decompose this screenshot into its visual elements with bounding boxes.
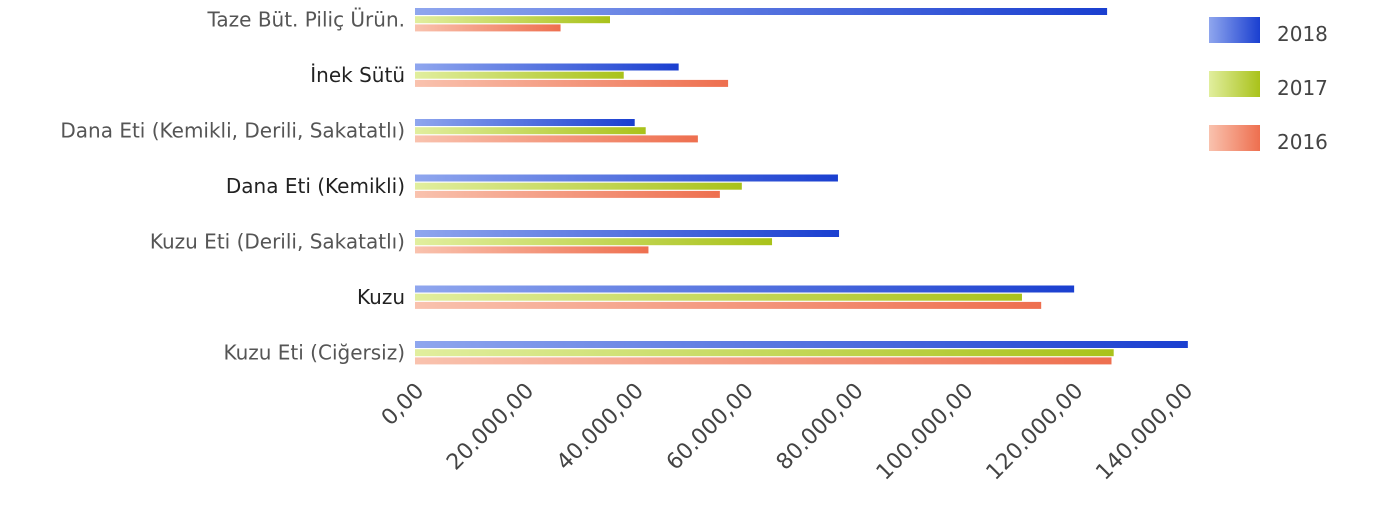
bar-2018-2	[415, 119, 635, 126]
bar-2017-1	[415, 71, 624, 79]
x-tick-label: 60.000,00	[662, 379, 759, 476]
bar-2018-0	[415, 8, 1108, 15]
x-tick-label: 140.000,00	[1091, 379, 1198, 486]
category-label: Taze Büt. Piliç Ürün.	[207, 8, 406, 32]
x-axis-ticks: 0,00 20.000,00 40.000,00 60.000,00 80.000,00…	[377, 379, 1198, 486]
bar-2016-6	[415, 357, 1112, 365]
bar-2018-3	[415, 174, 838, 182]
bar-2017-6	[415, 349, 1114, 357]
category-label: Kuzu Eti (Ciğersiz)	[223, 341, 405, 365]
bar-2016-4	[415, 246, 649, 254]
category-label: Dana Eti (Kemikli)	[226, 174, 405, 198]
category-label: İnek Sütü	[310, 63, 405, 87]
category-labels: Taze Büt. Piliç Ürün. İnek Sütü Dana Eti (…	[60, 8, 405, 365]
bar-2017-2	[415, 127, 646, 135]
bar-2018-1	[415, 63, 679, 71]
category-label: Kuzu	[357, 285, 405, 309]
bar-2017-3	[415, 182, 742, 190]
x-tick-label: 20.000,00	[442, 379, 539, 476]
x-tick-label: 120.000,00	[982, 379, 1089, 486]
bars-layer	[415, 8, 1188, 365]
legend-label-2017: 2017	[1277, 76, 1328, 100]
bar-2017-5	[415, 293, 1022, 301]
x-tick-label: 100.000,00	[872, 379, 979, 486]
legend-label-2016: 2016	[1277, 130, 1328, 154]
legend-swatch-2016	[1209, 125, 1260, 151]
bar-2016-2	[415, 135, 698, 143]
bar-2018-5	[415, 285, 1075, 293]
category-label: Dana Eti (Kemikli, Derili, Sakatatlı)	[60, 119, 405, 143]
bar-2016-3	[415, 190, 720, 198]
legend: 2018 2017 2016	[1209, 17, 1328, 154]
bar-2016-5	[415, 301, 1042, 309]
bar-2017-4	[415, 238, 773, 246]
bar-2016-0	[415, 24, 561, 32]
bar-2017-0	[415, 16, 610, 24]
bar-2016-1	[415, 79, 729, 87]
x-tick-label: 40.000,00	[552, 379, 649, 476]
legend-swatch-2017	[1209, 71, 1260, 97]
legend-label-2018: 2018	[1277, 22, 1328, 46]
x-tick-label: 80.000,00	[772, 379, 869, 476]
bar-2018-6	[415, 341, 1188, 348]
x-tick-label: 0,00	[377, 379, 429, 431]
legend-swatch-2018	[1209, 17, 1260, 43]
bar-2018-4	[415, 230, 840, 237]
category-label: Kuzu Eti (Derili, Sakatatlı)	[150, 230, 405, 254]
